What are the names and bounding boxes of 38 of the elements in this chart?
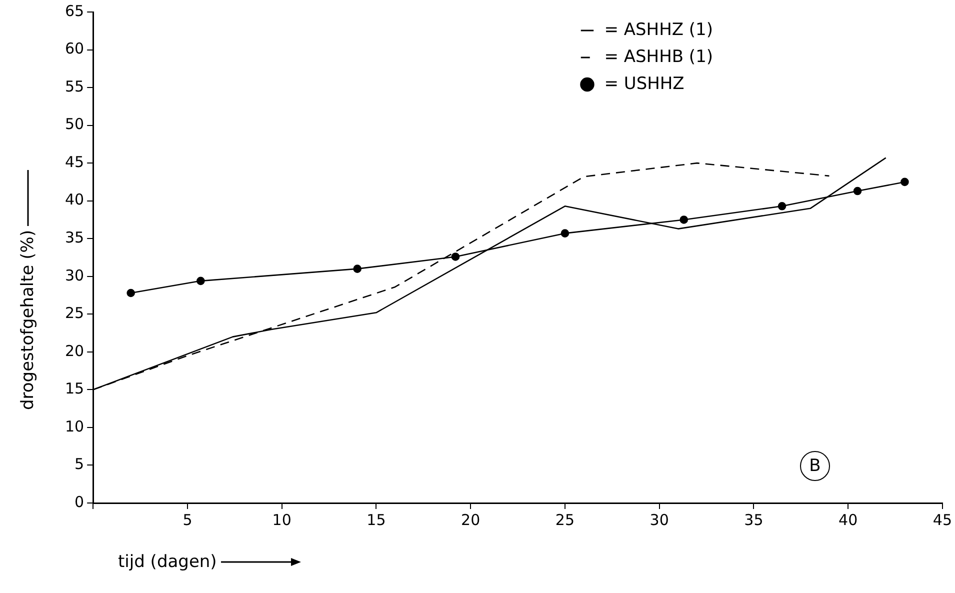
x-tick-label: 45 — [932, 510, 952, 529]
x-tick-label: 25 — [555, 510, 575, 529]
point — [778, 202, 786, 210]
x-tick-label: 35 — [744, 510, 764, 529]
y-tick-label: 35 — [64, 228, 84, 247]
legend-label: = ASHHB (1) — [604, 46, 714, 67]
y-tick-label: 60 — [64, 40, 84, 58]
point — [560, 229, 570, 238]
y-tick-label: 55 — [64, 77, 84, 96]
y-tick-label: 45 — [64, 152, 84, 171]
point — [680, 216, 688, 224]
y-tick-label: 50 — [64, 115, 84, 134]
point — [451, 252, 460, 261]
x-axis-title: tijd (dagen) — [118, 552, 217, 572]
y-tick-label: 15 — [64, 380, 84, 398]
y-tick-label: 5 — [74, 455, 84, 474]
y-tick-label: 65 — [64, 2, 84, 20]
point — [126, 288, 135, 298]
x-tick-label: 30 — [650, 510, 669, 529]
x-tick-label: 20 — [461, 510, 480, 529]
y-tick-label: 10 — [64, 417, 84, 436]
y-tick-label: 25 — [64, 304, 84, 322]
legend-label: = ASHHZ (1) — [604, 20, 713, 40]
x-tick-label: 10 — [272, 510, 292, 529]
annotation: B — [800, 451, 830, 481]
y-tick-label: 40 — [64, 190, 84, 209]
point — [196, 276, 205, 286]
y-tick-label: 0 — [74, 492, 84, 511]
x-tick-label: 15 — [366, 510, 386, 529]
point — [900, 178, 909, 186]
x-tick-label: 40 — [838, 510, 858, 529]
y-tick-label: 30 — [64, 266, 84, 284]
x-tick-label: 5 — [182, 510, 192, 529]
legend-label: = USHHZ — [604, 74, 684, 94]
point — [353, 264, 362, 273]
y-tick-label: 20 — [64, 342, 84, 360]
y-axis-title: drogestofgehalte (%) — [18, 230, 38, 410]
point — [853, 186, 862, 196]
